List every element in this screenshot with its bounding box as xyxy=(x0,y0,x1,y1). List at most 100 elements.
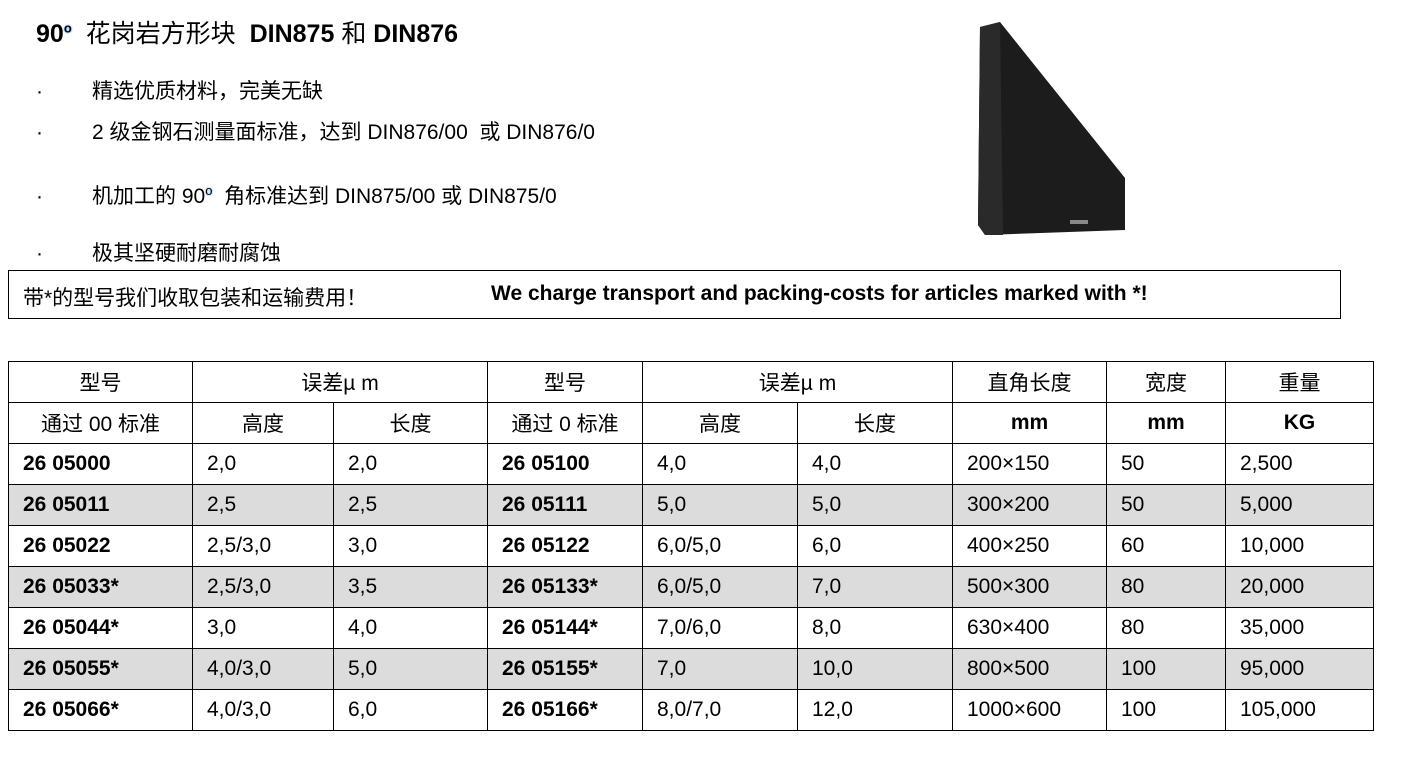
degree-mark: o xyxy=(63,20,72,36)
bullet-item: · 精选优质材料，完美无缺 xyxy=(36,75,323,105)
table-cell: 6,0/5,0 xyxy=(642,566,798,608)
table-cell: 20,000 xyxy=(1225,566,1374,608)
table-cell: 3,5 xyxy=(333,566,488,608)
degree-mark: o xyxy=(205,183,213,198)
header-cell: 通过 0 标准 xyxy=(487,402,643,444)
bullet-dot: · xyxy=(36,121,43,144)
table-row: 26 05033* 2,5/3,0 3,5 26 05133* 6,0/5,0 7,0 50… xyxy=(8,566,1374,608)
article-number-cell: 26 05166* xyxy=(487,689,643,731)
notice-box: 带*的型号我们收取包装和运输费用！ We charge transport and… xyxy=(8,270,1341,319)
article-number-cell: 26 05044* xyxy=(8,607,193,649)
table-cell: 5,000 xyxy=(1225,484,1374,526)
table-cell: 6,0/5,0 xyxy=(642,525,798,567)
header-cell: 直角长度 xyxy=(952,361,1107,403)
table-cell: 80 xyxy=(1106,566,1226,608)
header-cell: 重量 xyxy=(1225,361,1374,403)
article-number-cell: 26 05155* xyxy=(487,648,643,690)
bullet-text: 机加工的 90 xyxy=(92,185,206,208)
bullet-text: 极其坚硬耐磨耐腐蚀 xyxy=(92,242,281,265)
header-cell: 通过 00 标准 xyxy=(8,402,193,444)
table-cell: 300×200 xyxy=(952,484,1107,526)
table-cell: 500×300 xyxy=(952,566,1107,608)
table-cell: 50 xyxy=(1106,484,1226,526)
table-cell: 95,000 xyxy=(1225,648,1374,690)
table-cell: 7,0 xyxy=(642,648,798,690)
table-cell: 400×250 xyxy=(952,525,1107,567)
article-number-cell: 26 05122 xyxy=(487,525,643,567)
notice-en: We charge transport and packing-costs fo… xyxy=(491,282,1148,305)
article-number-cell: 26 05066* xyxy=(8,689,193,731)
table-cell: 7,0 xyxy=(797,566,953,608)
table-cell: 4,0/3,0 xyxy=(192,648,334,690)
article-number-cell: 26 05133* xyxy=(487,566,643,608)
header-cell: 型号 xyxy=(487,361,643,403)
table-cell: 4,0 xyxy=(797,443,953,485)
bullet-item: · 机加工的 90o 角标准达到 DIN875/00 或 DIN875/0 xyxy=(36,180,557,210)
title-angle: 90 xyxy=(36,20,64,48)
table-cell: 6,0 xyxy=(333,689,488,731)
table-cell: 2,500 xyxy=(1225,443,1374,485)
table-cell: 2,5/3,0 xyxy=(192,566,334,608)
table-cell: 8,0/7,0 xyxy=(642,689,798,731)
header-cell: mm xyxy=(1106,402,1226,444)
bullet-text: 精选优质材料，完美无缺 xyxy=(92,80,323,103)
table-cell: 100 xyxy=(1106,648,1226,690)
table-cell: 4,0 xyxy=(333,607,488,649)
table-cell: 2,0 xyxy=(333,443,488,485)
page-title: 90o 花岗岩方形块 DIN875 和 DIN876 xyxy=(36,14,458,50)
table-cell: 5,0 xyxy=(797,484,953,526)
table-cell: 630×400 xyxy=(952,607,1107,649)
table-cell: 5,0 xyxy=(642,484,798,526)
article-number-cell: 26 05000 xyxy=(8,443,193,485)
bullet-text: 2 级金钢石测量面标准，达到 DIN876/00 或 DIN876/0 xyxy=(92,121,595,144)
notice-cn: 带*的型号我们收取包装和运输费用！ xyxy=(23,287,368,310)
table-cell: 6,0 xyxy=(797,525,953,567)
bullet-dot: · xyxy=(36,242,43,265)
table-row: 26 05022 2,5/3,0 3,0 26 05122 6,0/5,0 6,0 400×… xyxy=(8,525,1374,567)
header-cell: 型号 xyxy=(8,361,193,403)
header-cell: 误差µ m xyxy=(192,361,488,403)
table-cell: 10,0 xyxy=(797,648,953,690)
bullet-text: 角标准达到 DIN875/00 或 DIN875/0 xyxy=(212,185,557,208)
table-cell: 5,0 xyxy=(333,648,488,690)
table-row: 26 05044* 3,0 4,0 26 05144* 7,0/6,0 8,0 630×40… xyxy=(8,607,1374,649)
table-cell: 3,0 xyxy=(192,607,334,649)
table-cell: 8,0 xyxy=(797,607,953,649)
header-cell: 长度 xyxy=(333,402,488,444)
header-cell: mm xyxy=(952,402,1107,444)
header-cell: 误差µ m xyxy=(642,361,953,403)
table-cell: 60 xyxy=(1106,525,1226,567)
table-cell: 200×150 xyxy=(952,443,1107,485)
title-din875: DIN875 xyxy=(249,20,335,48)
table-cell: 3,0 xyxy=(333,525,488,567)
table-cell: 7,0/6,0 xyxy=(642,607,798,649)
bullet-item: · 极其坚硬耐磨耐腐蚀 xyxy=(36,237,281,267)
table-cell: 50 xyxy=(1106,443,1226,485)
table-row: 26 05011 2,5 2,5 26 05111 5,0 5,0 300×200 50 5,0… xyxy=(8,484,1374,526)
header-cell: KG xyxy=(1225,402,1374,444)
table-cell: 12,0 xyxy=(797,689,953,731)
article-number-cell: 26 05100 xyxy=(487,443,643,485)
table-row: 26 05000 2,0 2,0 26 05100 4,0 4,0 200×150 50 2,5… xyxy=(8,443,1374,485)
table-cell: 105,000 xyxy=(1225,689,1374,731)
header-cell: 高度 xyxy=(192,402,334,444)
article-number-cell: 26 05033* xyxy=(8,566,193,608)
title-din876: DIN876 xyxy=(373,20,459,48)
table-cell: 2,5/3,0 xyxy=(192,525,334,567)
table-cell: 2,5 xyxy=(333,484,488,526)
article-number-cell: 26 05144* xyxy=(487,607,643,649)
table-cell: 2,0 xyxy=(192,443,334,485)
article-number-cell: 26 05022 xyxy=(8,525,193,567)
bullet-dot: · xyxy=(36,80,43,103)
table-cell: 100 xyxy=(1106,689,1226,731)
title-cn: 花岗岩方形块 xyxy=(85,20,236,48)
table-cell: 800×500 xyxy=(952,648,1107,690)
granite-square-image xyxy=(978,22,1125,235)
bullet-dot: · xyxy=(36,185,43,208)
article-number-cell: 26 05111 xyxy=(487,484,643,526)
header-cell: 宽度 xyxy=(1106,361,1226,403)
table-cell: 4,0/3,0 xyxy=(192,689,334,731)
table-row: 26 05055* 4,0/3,0 5,0 26 05155* 7,0 10,0 800×5… xyxy=(8,648,1374,690)
article-number-cell: 26 05055* xyxy=(8,648,193,690)
table-cell: 4,0 xyxy=(642,443,798,485)
